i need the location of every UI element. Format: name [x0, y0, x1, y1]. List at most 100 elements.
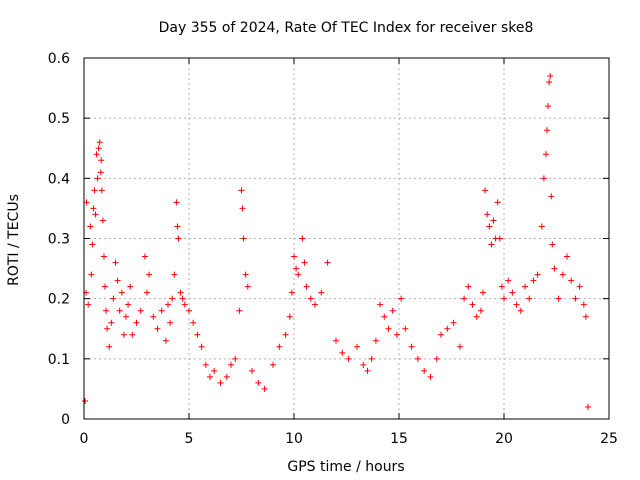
- data-point: [473, 313, 480, 320]
- data-point: [572, 295, 579, 302]
- data-point: [181, 301, 188, 308]
- data-point: [276, 343, 283, 350]
- data-point: [538, 223, 545, 230]
- data-point: [207, 373, 213, 380]
- data-point: [85, 301, 92, 308]
- data-point: [194, 331, 201, 338]
- data-point: [498, 283, 505, 290]
- data-point: [228, 361, 234, 368]
- data-point: [360, 361, 367, 368]
- data-point: [137, 307, 144, 314]
- data-point: [186, 307, 192, 314]
- data-point: [158, 307, 165, 314]
- data-point: [484, 211, 491, 218]
- data-point: [102, 283, 108, 290]
- data-point: [167, 319, 174, 326]
- data-point: [480, 289, 486, 296]
- data-point: [282, 331, 289, 338]
- data-point: [127, 283, 134, 290]
- data-point: [477, 307, 484, 314]
- data-point: [165, 301, 171, 308]
- data-point: [312, 301, 318, 308]
- data-point: [291, 253, 297, 260]
- data-point: [162, 337, 169, 344]
- data-point: [368, 355, 375, 362]
- data-points: [82, 73, 591, 410]
- data-point: [299, 235, 306, 242]
- data-point: [114, 277, 121, 284]
- data-point: [444, 325, 451, 332]
- data-point: [90, 205, 97, 212]
- data-point: [438, 331, 444, 338]
- data-point: [402, 325, 409, 332]
- data-point: [364, 367, 371, 374]
- data-point: [543, 151, 549, 158]
- data-point: [174, 223, 181, 230]
- data-point: [104, 325, 111, 332]
- x-tick-label: 0: [80, 431, 89, 447]
- data-point: [133, 319, 140, 326]
- data-point: [198, 343, 205, 350]
- data-point: [549, 241, 556, 248]
- data-point: [88, 271, 95, 278]
- data-point: [190, 319, 197, 326]
- data-point: [580, 301, 587, 308]
- x-tick-label: 10: [285, 431, 303, 447]
- data-point: [421, 367, 428, 374]
- y-tick-label: 0: [61, 412, 70, 428]
- data-point: [301, 259, 308, 266]
- data-point: [177, 289, 184, 296]
- data-point: [89, 241, 96, 248]
- data-point: [354, 343, 360, 350]
- x-axis-title: GPS time / hours: [287, 459, 404, 475]
- data-point: [555, 295, 562, 302]
- data-point: [526, 295, 533, 302]
- data-point: [461, 295, 468, 302]
- data-point: [169, 295, 176, 302]
- data-point: [545, 103, 552, 110]
- data-point: [242, 271, 249, 278]
- data-point: [94, 175, 101, 182]
- data-point: [433, 355, 440, 362]
- y-tick-label: 0.1: [48, 352, 70, 368]
- data-point: [389, 307, 396, 314]
- data-point: [303, 283, 310, 290]
- data-point: [244, 283, 251, 290]
- data-point: [87, 223, 94, 230]
- data-point: [146, 271, 153, 278]
- data-point: [490, 217, 497, 224]
- data-point: [93, 151, 100, 158]
- data-point: [82, 397, 89, 404]
- data-point: [372, 337, 379, 344]
- data-point: [559, 271, 566, 278]
- data-point: [307, 295, 314, 302]
- data-point: [103, 307, 110, 314]
- data-point: [261, 385, 268, 392]
- x-tick-label: 5: [185, 431, 194, 447]
- x-tick-label: 20: [495, 431, 513, 447]
- data-point: [202, 361, 209, 368]
- data-point: [97, 169, 104, 176]
- data-point: [450, 319, 457, 326]
- data-point: [129, 331, 136, 338]
- y-tick-label: 0.6: [48, 51, 70, 67]
- data-point: [217, 379, 224, 386]
- data-point: [95, 145, 102, 152]
- data-point: [488, 241, 495, 248]
- data-point: [286, 313, 293, 320]
- data-point: [494, 199, 501, 206]
- data-point: [171, 271, 178, 278]
- x-tick-label: 15: [390, 431, 408, 447]
- data-point: [108, 319, 115, 326]
- data-point: [123, 313, 129, 320]
- axis-ticks: [83, 57, 610, 420]
- grid-lines: [84, 58, 609, 419]
- y-tick-label: 0.2: [48, 292, 70, 308]
- data-point: [551, 265, 558, 272]
- data-point: [98, 187, 105, 194]
- data-point: [576, 283, 583, 290]
- data-point: [173, 199, 180, 206]
- x-tick-labels: 0 5 10 15 20 25: [80, 431, 618, 447]
